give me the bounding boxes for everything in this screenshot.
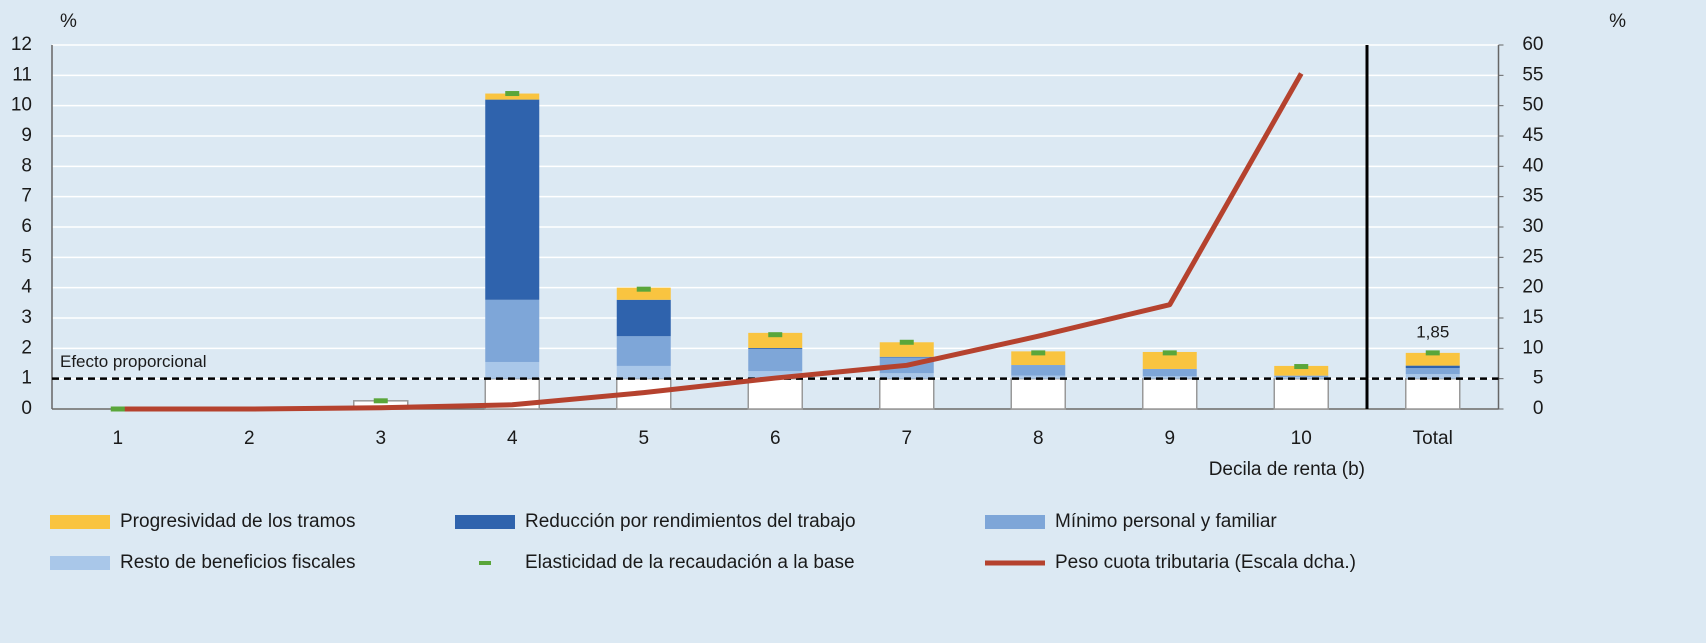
legend-label: Peso cuota tributaria (Escala dcha.): [1055, 552, 1356, 573]
y2-tick-label: 20: [1522, 277, 1543, 298]
y2-tick-label: 55: [1522, 64, 1543, 85]
marker: [1031, 350, 1046, 356]
x-tick-label: 1: [112, 428, 123, 449]
bar-segment: [616, 365, 671, 379]
marker: [768, 332, 783, 338]
bar-segment: [1405, 377, 1461, 410]
bar-segment: [485, 99, 540, 300]
y-tick-label: 7: [21, 186, 32, 207]
x-tick-label: 6: [770, 428, 781, 449]
bar-segment: [748, 348, 803, 372]
legend-swatch: [985, 515, 1045, 529]
bar-segment: [616, 287, 671, 300]
legend-swatch: [50, 556, 110, 570]
legend-label: Elasticidad de la recaudación a la base: [525, 552, 855, 573]
y-unit: %: [60, 11, 77, 32]
bar-segment: [748, 371, 803, 379]
y2-tick-label: 25: [1522, 246, 1543, 267]
bar-segment: [879, 377, 935, 410]
marker: [636, 286, 651, 292]
reference-label: Efecto proporcional: [60, 352, 206, 371]
legend-swatch: [50, 515, 110, 529]
x-tick-label: 5: [638, 428, 649, 449]
y2-tick-label: 40: [1522, 155, 1543, 176]
bar-segment: [1273, 377, 1329, 410]
bar-segment: [1011, 351, 1066, 366]
x-axis-label: Decila de renta (b): [1209, 459, 1365, 480]
bar-segment: [879, 356, 934, 358]
line-series: [117, 72, 1304, 412]
y-tick-label: 6: [21, 216, 32, 237]
y2-tick-label: 0: [1533, 398, 1544, 419]
marker: [505, 91, 520, 97]
y2-tick-label: 35: [1522, 186, 1543, 207]
y2-tick-label: 30: [1522, 216, 1543, 237]
y2-unit: %: [1609, 11, 1626, 32]
bar-segment: [1405, 365, 1460, 369]
bar-segment: [1010, 377, 1066, 410]
marker: [1294, 364, 1309, 370]
x-tick-label: 4: [507, 428, 518, 449]
x-tick-label: 9: [1164, 428, 1175, 449]
bar-segment: [879, 342, 934, 357]
bar-segment: [1142, 351, 1197, 369]
bar-segment: [616, 336, 671, 366]
bar-segment: [879, 373, 934, 379]
marker: [373, 398, 388, 404]
legend-label: Reducción por rendimientos del trabajo: [525, 511, 856, 532]
legend-label: Resto de beneficios fiscales: [120, 552, 356, 573]
bar-segment: [1011, 375, 1066, 379]
y-tick-label: 3: [21, 307, 32, 328]
y-tick-label: 8: [21, 155, 32, 176]
x-tick-label: 8: [1033, 428, 1044, 449]
x-tick-label: 7: [901, 428, 912, 449]
bar-segment: [747, 377, 803, 410]
bar-segment: [485, 93, 540, 100]
y-tick-label: 12: [11, 34, 32, 55]
y2-tick-label: 5: [1533, 368, 1544, 389]
y-tick-label: 0: [21, 398, 32, 419]
bar-segment: [1274, 375, 1329, 378]
bar-segment: [748, 348, 803, 349]
legend-label: Mínimo personal y familiar: [1055, 511, 1277, 532]
bar-segment: [1142, 368, 1197, 377]
marker: [1425, 350, 1440, 356]
y-tick-label: 9: [21, 125, 32, 146]
bar-segment: [485, 361, 540, 379]
y-tick-label: 10: [11, 95, 32, 116]
marker: [110, 406, 125, 412]
x-tick-label: 3: [375, 428, 386, 449]
y2-tick-label: 50: [1522, 95, 1543, 116]
bar-segment: [485, 299, 540, 362]
y-tick-label: 2: [21, 337, 32, 358]
legend-swatch: [479, 561, 491, 565]
y2-tick-label: 10: [1522, 337, 1543, 358]
legend-label: Progresividad de los tramos: [120, 511, 356, 532]
y-tick-label: 4: [21, 277, 32, 298]
x-tick-label: 2: [244, 428, 255, 449]
y-tick-label: 1: [21, 368, 32, 389]
bar-segment: [748, 332, 803, 349]
x-tick-label: 10: [1291, 428, 1312, 449]
bar-segment: [1405, 352, 1460, 366]
bar-segment: [616, 299, 671, 337]
bar-segment: [1405, 374, 1460, 379]
bar-segment: [1142, 377, 1198, 410]
marker: [1162, 350, 1177, 356]
y2-tick-label: 15: [1522, 307, 1543, 328]
marker: [899, 339, 914, 345]
y-tick-label: 11: [12, 64, 32, 85]
y2-tick-label: 60: [1522, 34, 1543, 55]
legend-swatch: [455, 515, 515, 529]
x-tick-label: Total: [1413, 428, 1453, 449]
value-label: 1,85: [1416, 322, 1449, 341]
bar-segment: [1011, 365, 1066, 376]
bar-segment: [1274, 365, 1329, 376]
y2-tick-label: 45: [1522, 125, 1543, 146]
y-tick-label: 5: [21, 246, 32, 267]
bar-segment: [1405, 368, 1460, 375]
